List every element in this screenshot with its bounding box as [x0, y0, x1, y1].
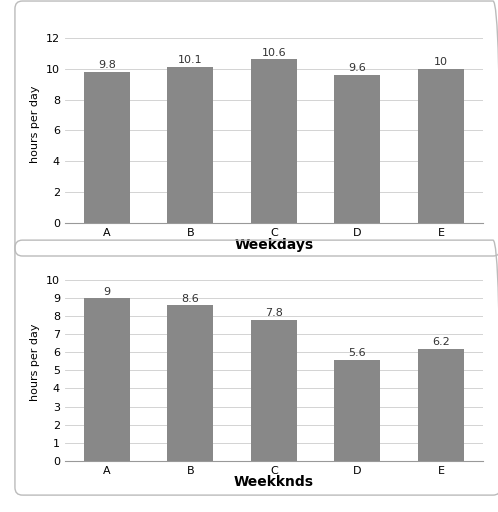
Text: 10.1: 10.1 — [178, 55, 203, 66]
Bar — [84, 72, 129, 223]
Bar — [418, 69, 464, 223]
Bar — [335, 75, 380, 223]
Bar — [335, 359, 380, 461]
Y-axis label: hours per day: hours per day — [30, 86, 40, 163]
Text: 5.6: 5.6 — [349, 348, 367, 358]
Bar — [167, 305, 213, 461]
Text: Weekknds: Weekknds — [234, 475, 314, 488]
Bar — [418, 349, 464, 461]
Bar — [84, 298, 129, 461]
Text: 8.6: 8.6 — [181, 294, 199, 304]
Text: 10.6: 10.6 — [261, 48, 286, 58]
Text: 9.6: 9.6 — [349, 63, 367, 73]
Y-axis label: hours per day: hours per day — [30, 324, 40, 401]
Bar — [167, 67, 213, 223]
Text: 10: 10 — [434, 57, 448, 67]
Text: 9: 9 — [103, 287, 110, 296]
Bar — [251, 319, 297, 461]
Text: 7.8: 7.8 — [265, 308, 283, 318]
Text: 6.2: 6.2 — [432, 337, 450, 347]
Text: Weekdays: Weekdays — [235, 238, 313, 252]
Bar — [251, 59, 297, 223]
Text: 9.8: 9.8 — [98, 60, 116, 70]
